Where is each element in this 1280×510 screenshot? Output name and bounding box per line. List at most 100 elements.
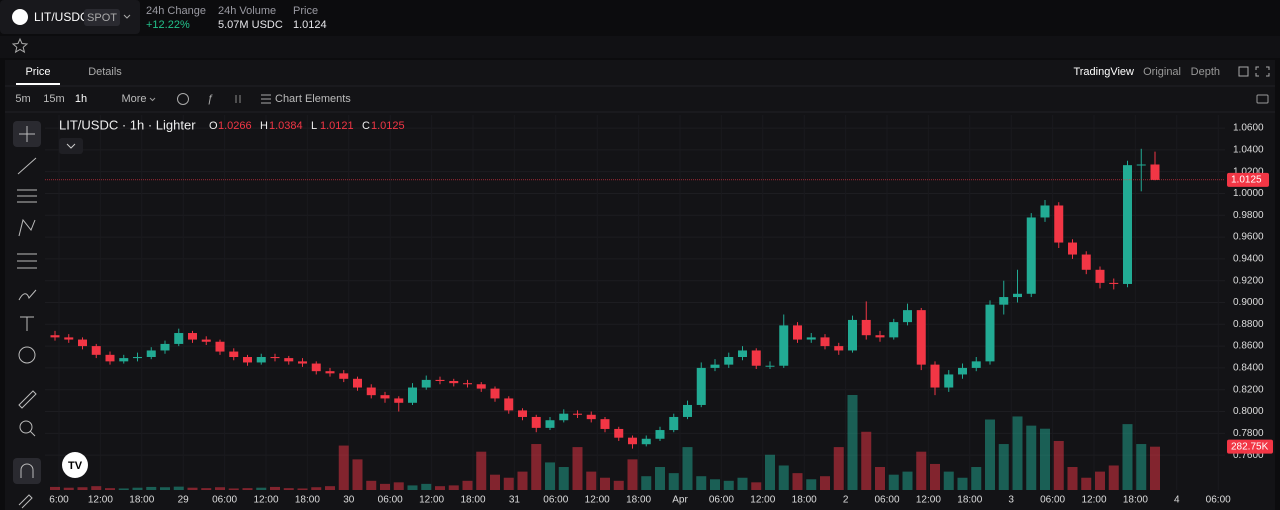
tool-fib[interactable] xyxy=(17,189,37,203)
candle-body xyxy=(614,428,624,438)
tool-measure[interactable] xyxy=(17,253,37,269)
volume-bar xyxy=(366,480,377,490)
candle-body xyxy=(353,378,362,388)
volume-bar xyxy=(778,465,789,490)
x-tick-label: 18:00 xyxy=(957,495,982,506)
candle-body xyxy=(916,310,926,365)
candle-body xyxy=(50,335,60,338)
view[interactable]: Depth xyxy=(1191,66,1220,78)
candle-body xyxy=(1095,269,1105,283)
volume-bar xyxy=(132,487,143,490)
y-tick-label: 0.8800 xyxy=(1233,319,1264,330)
icon[interactable]: ƒ xyxy=(207,93,213,105)
volume-bar xyxy=(902,471,913,490)
volume-bar xyxy=(435,486,445,490)
chart-elements[interactable]: Chart Elements xyxy=(275,93,351,105)
tool-emoji[interactable] xyxy=(18,346,36,364)
candle-body xyxy=(408,387,417,403)
tool-magnet[interactable] xyxy=(20,463,34,478)
tool-cursor[interactable] xyxy=(19,126,35,142)
candle-body xyxy=(229,351,239,358)
tool-ruler[interactable] xyxy=(18,390,37,409)
volume-bar xyxy=(1012,416,1023,490)
volume-tag-label: 282.75K xyxy=(1231,441,1269,452)
tab[interactable]: Price xyxy=(25,66,50,78)
candle-body xyxy=(971,361,981,368)
tool-pattern[interactable] xyxy=(18,218,36,237)
drawing-tools xyxy=(13,121,41,509)
view[interactable]: Original xyxy=(1143,66,1181,78)
volume-bar xyxy=(352,459,363,490)
volume-bar xyxy=(531,444,542,490)
candle-body xyxy=(1081,254,1091,270)
label: 24h Change xyxy=(146,5,206,17)
tool-line[interactable] xyxy=(17,157,37,175)
x-tick-label: 12:00 xyxy=(585,495,610,506)
candle-body xyxy=(573,413,582,415)
candle-body xyxy=(146,350,156,358)
volume-bar xyxy=(476,451,487,490)
change: +12.22% xyxy=(146,19,190,31)
volume-bar xyxy=(1136,444,1147,490)
fullscreen[interactable] xyxy=(1255,66,1270,77)
interval[interactable]: 1h xyxy=(75,93,87,105)
candle-body xyxy=(270,357,280,359)
volume-bar xyxy=(256,487,267,490)
pair: LIT/USDC xyxy=(34,10,89,24)
legend-title: LIT/USDC · 1h · Lighter xyxy=(59,117,196,132)
x-tick-label: 18:00 xyxy=(792,495,817,506)
x-tick-label: 06:00 xyxy=(378,495,403,506)
volume-bar xyxy=(270,486,280,490)
candle-body xyxy=(958,367,967,375)
x-tick-label: 12:00 xyxy=(916,495,941,506)
tool-text[interactable] xyxy=(20,316,34,331)
volume: 5.07M USDC xyxy=(218,19,283,31)
view[interactable]: TradingView xyxy=(1073,66,1134,78)
x-tick-label: 06:00 xyxy=(1040,495,1065,506)
volume-bar xyxy=(806,479,817,490)
camera[interactable] xyxy=(1256,94,1269,104)
volume-bar xyxy=(77,487,88,490)
legend-value: 1.0384 xyxy=(269,120,303,132)
x-tick-label: 06:00 xyxy=(212,495,237,506)
y-tick-label: 1.0400 xyxy=(1233,145,1264,156)
icon[interactable] xyxy=(235,95,241,103)
tab[interactable]: Details xyxy=(88,66,122,78)
volume-bar xyxy=(545,462,555,490)
volume-bar xyxy=(146,486,157,490)
candle-body xyxy=(861,319,871,336)
volume-bar xyxy=(338,445,349,490)
interval[interactable]: 15m xyxy=(43,93,64,105)
panel xyxy=(5,60,1275,510)
x-tick-label: 12:00 xyxy=(419,495,444,506)
candle-body xyxy=(944,374,954,388)
candle-body xyxy=(930,364,940,388)
volume-bar xyxy=(325,486,335,490)
tool-eraser[interactable] xyxy=(18,494,33,509)
interval[interactable]: 5m xyxy=(15,93,30,105)
candle-body xyxy=(160,343,170,351)
legend-toggle[interactable] xyxy=(59,138,83,154)
volume-bar xyxy=(228,488,239,490)
volume-bar xyxy=(1026,425,1037,490)
candle-body xyxy=(476,384,486,389)
legend-value: 1.0125 xyxy=(371,120,405,132)
volume-bar xyxy=(943,471,954,490)
interval[interactable]: More xyxy=(121,93,146,105)
candle-body xyxy=(339,373,349,379)
icon[interactable] xyxy=(1238,66,1249,77)
x-tick-label: 06:00 xyxy=(874,495,899,506)
star[interactable] xyxy=(11,37,29,54)
candle-body xyxy=(724,357,734,365)
x-tick-label: 6:00 xyxy=(49,495,69,506)
x-tick-label: 3 xyxy=(1008,495,1014,506)
tool-zoom[interactable] xyxy=(19,420,33,434)
tool-brush[interactable] xyxy=(18,289,37,301)
icon[interactable] xyxy=(177,93,189,105)
candle-body xyxy=(394,398,404,403)
volume-bar xyxy=(118,488,129,490)
volume-bar xyxy=(765,454,775,490)
volume-bar xyxy=(696,476,707,490)
x-tick-label: 12:00 xyxy=(253,495,278,506)
volume-bar xyxy=(173,486,184,490)
